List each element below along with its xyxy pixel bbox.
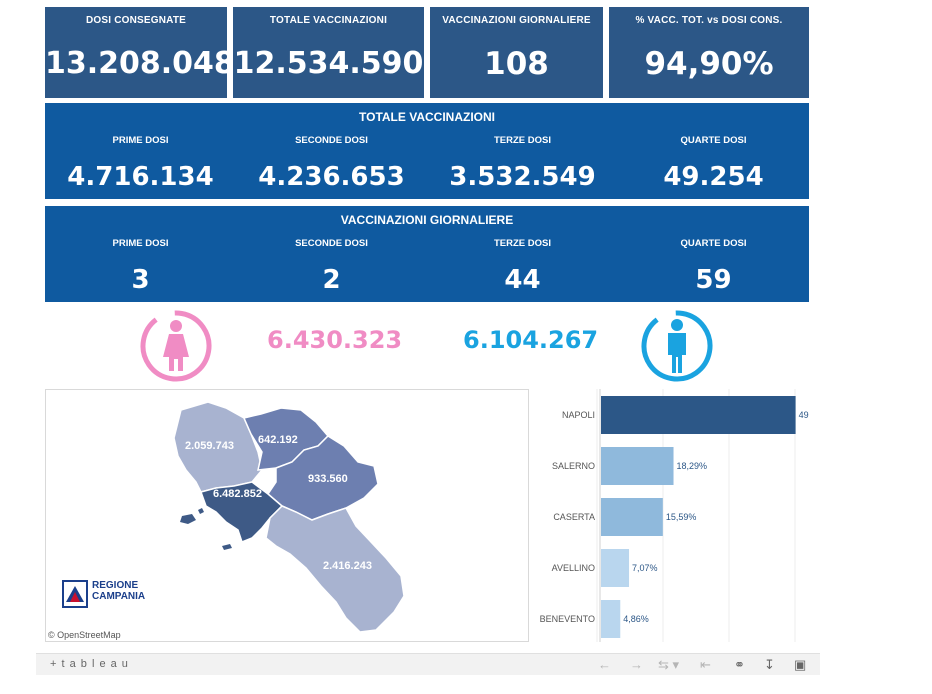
stat-value: 3.532.549 (449, 162, 596, 192)
bar-napoli[interactable] (601, 396, 796, 434)
stat-label: QUARTE DOSI (680, 135, 747, 146)
fullscreen-icon[interactable]: ▣ (794, 657, 807, 672)
kpi-value: 94,90% (644, 46, 774, 82)
bar-value-label: 4,86% (623, 614, 649, 624)
kpi-label: TOTALE VACCINAZIONI (269, 15, 388, 26)
stat-seconde-dosi: SECONDE DOSI 2 (236, 238, 427, 295)
map-region-salerno[interactable] (265, 505, 405, 633)
bar-category-label: CASERTA (553, 512, 595, 522)
stat-seconde-dosi: SECONDE DOSI 4.236.653 (236, 135, 427, 192)
stat-label: SECONDE DOSI (295, 238, 368, 249)
kpi-label: DOSI CONSEGNATE (85, 15, 187, 26)
bar-category-label: NAPOLI (562, 410, 595, 420)
stat-label: TERZE DOSI (493, 135, 551, 146)
tableau-logo[interactable]: + t a b l e a u (50, 658, 129, 670)
kpi-vaccinazioni-giornaliere: VACCINAZIONI GIORNALIERE 108 (430, 7, 603, 98)
undo-icon[interactable]: ← (598, 657, 611, 672)
vaccinazioni-giornaliere-panel: VACCINAZIONI GIORNALIERE PRIME DOSI 3 SE… (45, 206, 809, 302)
kpi-value: 108 (484, 46, 549, 82)
map-label-napoli: 6.482.852 (213, 488, 262, 500)
male-total: 6.104.267 (463, 326, 599, 354)
stat-quarte-dosi: QUARTE DOSI 49.254 (618, 135, 809, 192)
map-label-benevento: 642.192 (258, 434, 298, 446)
province-map[interactable]: 2.059.743 642.192 933.560 6.482.852 2.41… (45, 389, 529, 642)
download-icon[interactable]: ↧ (764, 657, 775, 672)
tableau-toolbar: + t a b l e a u ← → ⇆ ▾ ⇤ ⚭ ↧ ▣ (36, 653, 820, 675)
bar-category-label: BENEVENTO (540, 614, 595, 624)
bar-avellino[interactable] (601, 549, 630, 587)
map-island-ischia (180, 514, 196, 524)
map-attribution[interactable]: © OpenStreetMap (48, 630, 121, 640)
stat-label: PRIME DOSI (112, 135, 169, 146)
kpi-label: VACCINAZIONI GIORNALIERE (442, 15, 591, 26)
kpi-label: % VACC. TOT. vs DOSI CONS. (635, 15, 783, 26)
map-label-caserta: 2.059.743 (185, 440, 234, 452)
kpi-totale-vaccinazioni: TOTALE VACCINAZIONI 12.534.590 (233, 7, 424, 98)
map-island-capri (222, 544, 232, 550)
stat-prime-dosi: PRIME DOSI 3 (45, 238, 236, 295)
bar-benevento[interactable] (601, 600, 621, 638)
kpi-value: 13.208.048 (45, 46, 235, 81)
stat-prime-dosi: PRIME DOSI 4.716.134 (45, 135, 236, 192)
kpi-percentuale: % VACC. TOT. vs DOSI CONS. 94,90% (609, 7, 809, 98)
stat-value: 49.254 (663, 162, 764, 192)
male-icon (641, 310, 713, 382)
female-icon (140, 310, 212, 382)
stat-terze-dosi: TERZE DOSI 3.532.549 (427, 135, 618, 192)
bar-value-label: 7,07% (632, 563, 658, 573)
stat-label: PRIME DOSI (112, 238, 169, 249)
bar-value-label: 18,29% (677, 461, 708, 471)
panel-title: TOTALE VACCINAZIONI (359, 110, 495, 124)
map-label-avellino: 933.560 (308, 473, 348, 485)
map-region-napoli[interactable] (200, 481, 284, 543)
bar-caserta[interactable] (601, 498, 663, 536)
bar-category-label: SALERNO (552, 461, 595, 471)
stat-value: 2 (322, 265, 341, 295)
bar-value-label: 15,59% (666, 512, 697, 522)
bar-value-label: 49,08% (799, 410, 809, 420)
stat-value: 4.716.134 (67, 162, 214, 192)
stat-quarte-dosi: QUARTE DOSI 59 (618, 238, 809, 295)
redo-icon[interactable]: → (630, 657, 643, 672)
stat-value: 59 (695, 265, 732, 295)
logo-text-line1: REGIONE (92, 580, 139, 591)
share-icon[interactable]: ⚭ (734, 657, 745, 672)
stat-label: SECONDE DOSI (295, 135, 368, 146)
bar-category-label: AVELLINO (552, 563, 595, 573)
map-island-procida (198, 508, 204, 514)
map-label-salerno: 2.416.243 (323, 560, 372, 572)
stat-label: TERZE DOSI (493, 238, 551, 249)
stat-label: QUARTE DOSI (680, 238, 747, 249)
stat-value: 3 (131, 265, 150, 295)
bar-salerno[interactable] (601, 447, 674, 485)
stat-value: 44 (504, 265, 541, 295)
panel-title: VACCINAZIONI GIORNALIERE (340, 213, 514, 227)
totale-vaccinazioni-panel: TOTALE VACCINAZIONI PRIME DOSI 4.716.134… (45, 103, 809, 199)
kpi-value: 12.534.590 (233, 46, 424, 81)
stat-terze-dosi: TERZE DOSI 44 (427, 238, 618, 295)
kpi-dosi-consegnate: DOSI CONSEGNATE 13.208.048 (45, 7, 235, 98)
female-total: 6.430.323 (267, 326, 403, 354)
revert-icon[interactable]: ⇆ ▾ (658, 657, 680, 672)
logo-text-line2: CAMPANIA (92, 591, 146, 602)
stat-value: 4.236.653 (258, 162, 405, 192)
province-bar-chart: NAPOLI 49,08% SALERNO 18,29% CASERTA 15,59% AV… (533, 389, 829, 642)
reset-icon[interactable]: ⇤ (700, 657, 711, 672)
